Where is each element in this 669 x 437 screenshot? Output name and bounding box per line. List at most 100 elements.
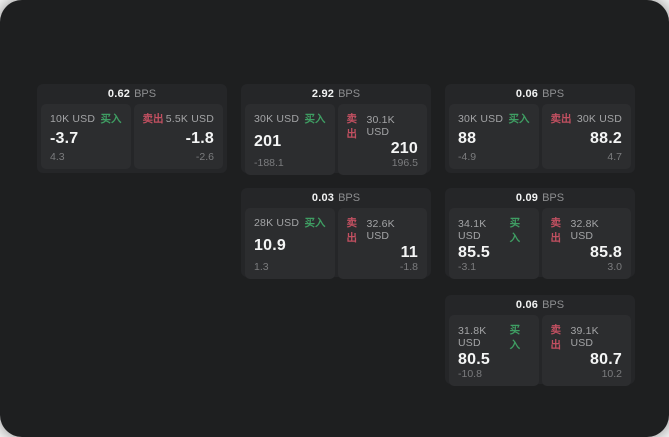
buy-price-value: 10.9 bbox=[254, 236, 286, 254]
sell-tile-top-row: 卖出 39.1K USD bbox=[551, 322, 623, 352]
bps-unit-label: BPS bbox=[338, 88, 361, 100]
sell-delta-value: 196.5 bbox=[391, 157, 418, 169]
sell-side-label: 卖出 bbox=[142, 113, 164, 125]
sell-side-label: 卖出 bbox=[346, 217, 358, 244]
buy-quote-tile[interactable]: 30K USD 买入 201 -188.1 bbox=[245, 104, 335, 175]
buy-size-label: 10K USD bbox=[50, 112, 96, 125]
sell-price-value: -1.8 bbox=[185, 129, 214, 147]
sell-price-value: 80.7 bbox=[590, 351, 622, 368]
buy-price-value: 201 bbox=[254, 132, 282, 150]
bps-value: 0.06 bbox=[515, 88, 539, 100]
buy-quote-tile[interactable]: 28K USD 买入 10.9 1.3 bbox=[245, 208, 335, 279]
buy-delta-value: 4.3 bbox=[50, 151, 65, 163]
buy-delta-value: -3.1 bbox=[458, 261, 477, 273]
buy-delta-value: -188.1 bbox=[254, 157, 284, 169]
bps-unit-label: BPS bbox=[338, 192, 361, 204]
sell-price-value: 85.8 bbox=[590, 244, 622, 261]
buy-size-label: 34.1K USD bbox=[458, 218, 487, 242]
bps-unit-label: BPS bbox=[134, 88, 157, 100]
bps-value: 2.92 bbox=[311, 88, 335, 100]
quote-card: 0.03 BPS 28K USD 买入 10.9 1.3 卖出 32.6K US… bbox=[241, 188, 431, 279]
buy-price-value: 88 bbox=[458, 129, 477, 147]
card-header: 0.06 BPS bbox=[449, 84, 631, 104]
buy-side-label: 买入 bbox=[509, 217, 521, 244]
sell-size-label: 30K USD bbox=[576, 112, 622, 125]
sell-delta-value: -2.6 bbox=[195, 151, 214, 163]
quote-card: 0.06 BPS 30K USD 买入 88 -4.9 卖出 30K USD bbox=[445, 84, 635, 173]
buy-tile-top-row: 30K USD 买入 bbox=[458, 111, 530, 126]
sell-delta-value: 3.0 bbox=[607, 261, 622, 273]
card-body: 30K USD 买入 88 -4.9 卖出 30K USD 88.2 4.7 bbox=[449, 104, 631, 169]
buy-price-value: 85.5 bbox=[458, 244, 490, 261]
quote-card: 0.09 BPS 34.1K USD 买入 85.5 -3.1 卖出 32.8K… bbox=[445, 188, 635, 279]
buy-size-label: 30K USD bbox=[254, 112, 300, 125]
buy-size-label: 28K USD bbox=[254, 216, 300, 229]
sell-side-label: 卖出 bbox=[550, 217, 562, 244]
buy-tile-top-row: 30K USD 买入 bbox=[254, 111, 326, 126]
sell-quote-tile[interactable]: 卖出 30K USD 88.2 4.7 bbox=[541, 104, 631, 169]
bps-value: 0.03 bbox=[311, 192, 335, 204]
bps-unit-label: BPS bbox=[542, 299, 565, 311]
buy-side-label: 买入 bbox=[509, 324, 521, 351]
sell-size-label: 32.6K USD bbox=[366, 218, 395, 242]
buy-quote-tile[interactable]: 30K USD 买入 88 -4.9 bbox=[449, 104, 539, 169]
sell-tile-top-row: 卖出 5.5K USD bbox=[143, 111, 215, 126]
sell-quote-tile[interactable]: 卖出 32.8K USD 85.8 3.0 bbox=[541, 208, 631, 279]
sell-tile-top-row: 卖出 32.6K USD bbox=[347, 215, 419, 245]
buy-tile-top-row: 31.8K USD 买入 bbox=[458, 322, 530, 352]
quote-card: 2.92 BPS 30K USD 买入 201 -188.1 卖出 30.1K … bbox=[241, 84, 431, 175]
buy-side-label: 买入 bbox=[304, 113, 326, 125]
sell-side-label: 卖出 bbox=[346, 113, 358, 140]
sell-delta-value: 10.2 bbox=[601, 368, 622, 380]
bps-value: 0.06 bbox=[515, 299, 539, 311]
buy-tile-top-row: 10K USD 买入 bbox=[50, 111, 122, 126]
sell-side-label: 卖出 bbox=[550, 324, 562, 351]
buy-size-label: 30K USD bbox=[458, 112, 504, 125]
sell-quote-tile[interactable]: 卖出 39.1K USD 80.7 10.2 bbox=[541, 315, 631, 386]
sell-side-label: 卖出 bbox=[550, 113, 572, 125]
quote-card: 0.06 BPS 31.8K USD 买入 80.5 -10.8 卖出 39.1… bbox=[445, 295, 635, 386]
buy-size-label: 31.8K USD bbox=[458, 325, 487, 349]
sell-size-label: 5.5K USD bbox=[165, 112, 214, 125]
card-body: 28K USD 买入 10.9 1.3 卖出 32.6K USD 11 -1.8 bbox=[245, 208, 427, 279]
card-body: 30K USD 买入 201 -188.1 卖出 30.1K USD 210 1… bbox=[245, 104, 427, 175]
buy-side-label: 买入 bbox=[508, 113, 530, 125]
sell-quote-tile[interactable]: 卖出 32.6K USD 11 -1.8 bbox=[337, 208, 427, 279]
buy-tile-top-row: 28K USD 买入 bbox=[254, 215, 326, 230]
bps-value: 0.62 bbox=[107, 88, 131, 100]
buy-quote-tile[interactable]: 34.1K USD 买入 85.5 -3.1 bbox=[449, 208, 539, 279]
buy-side-label: 买入 bbox=[100, 113, 122, 125]
card-body: 10K USD 买入 -3.7 4.3 卖出 5.5K USD -1.8 -2.… bbox=[41, 104, 223, 169]
bps-unit-label: BPS bbox=[542, 192, 565, 204]
card-header: 0.06 BPS bbox=[449, 295, 631, 315]
buy-delta-value: -4.9 bbox=[458, 151, 477, 163]
sell-quote-tile[interactable]: 卖出 30.1K USD 210 196.5 bbox=[337, 104, 427, 175]
card-header: 0.62 BPS bbox=[41, 84, 223, 104]
buy-price-value: 80.5 bbox=[458, 351, 490, 368]
sell-size-label: 32.8K USD bbox=[570, 218, 599, 242]
sell-price-value: 11 bbox=[400, 244, 418, 261]
buy-quote-tile[interactable]: 31.8K USD 买入 80.5 -10.8 bbox=[449, 315, 539, 386]
buy-delta-value: 1.3 bbox=[254, 261, 269, 273]
sell-delta-value: -1.8 bbox=[399, 261, 418, 273]
card-body: 31.8K USD 买入 80.5 -10.8 卖出 39.1K USD 80.… bbox=[449, 315, 631, 386]
card-header: 2.92 BPS bbox=[245, 84, 427, 104]
sell-tile-top-row: 卖出 30K USD bbox=[551, 111, 623, 126]
buy-side-label: 买入 bbox=[304, 217, 326, 229]
sell-size-label: 39.1K USD bbox=[570, 325, 599, 349]
sell-tile-top-row: 卖出 32.8K USD bbox=[551, 215, 623, 245]
buy-tile-top-row: 34.1K USD 买入 bbox=[458, 215, 530, 245]
buy-delta-value: -10.8 bbox=[458, 368, 482, 380]
card-body: 34.1K USD 买入 85.5 -3.1 卖出 32.8K USD 85.8… bbox=[449, 208, 631, 279]
buy-quote-tile[interactable]: 10K USD 买入 -3.7 4.3 bbox=[41, 104, 131, 169]
sell-tile-top-row: 卖出 30.1K USD bbox=[347, 111, 419, 141]
sell-size-label: 30.1K USD bbox=[366, 114, 395, 138]
sell-delta-value: 4.7 bbox=[607, 151, 622, 163]
bps-value: 0.09 bbox=[515, 192, 539, 204]
sell-price-value: 88.2 bbox=[590, 129, 622, 147]
buy-price-value: -3.7 bbox=[50, 129, 79, 147]
bps-unit-label: BPS bbox=[542, 88, 565, 100]
quote-card: 0.62 BPS 10K USD 买入 -3.7 4.3 卖出 5.5K USD bbox=[37, 84, 227, 173]
sell-quote-tile[interactable]: 卖出 5.5K USD -1.8 -2.6 bbox=[133, 104, 223, 169]
